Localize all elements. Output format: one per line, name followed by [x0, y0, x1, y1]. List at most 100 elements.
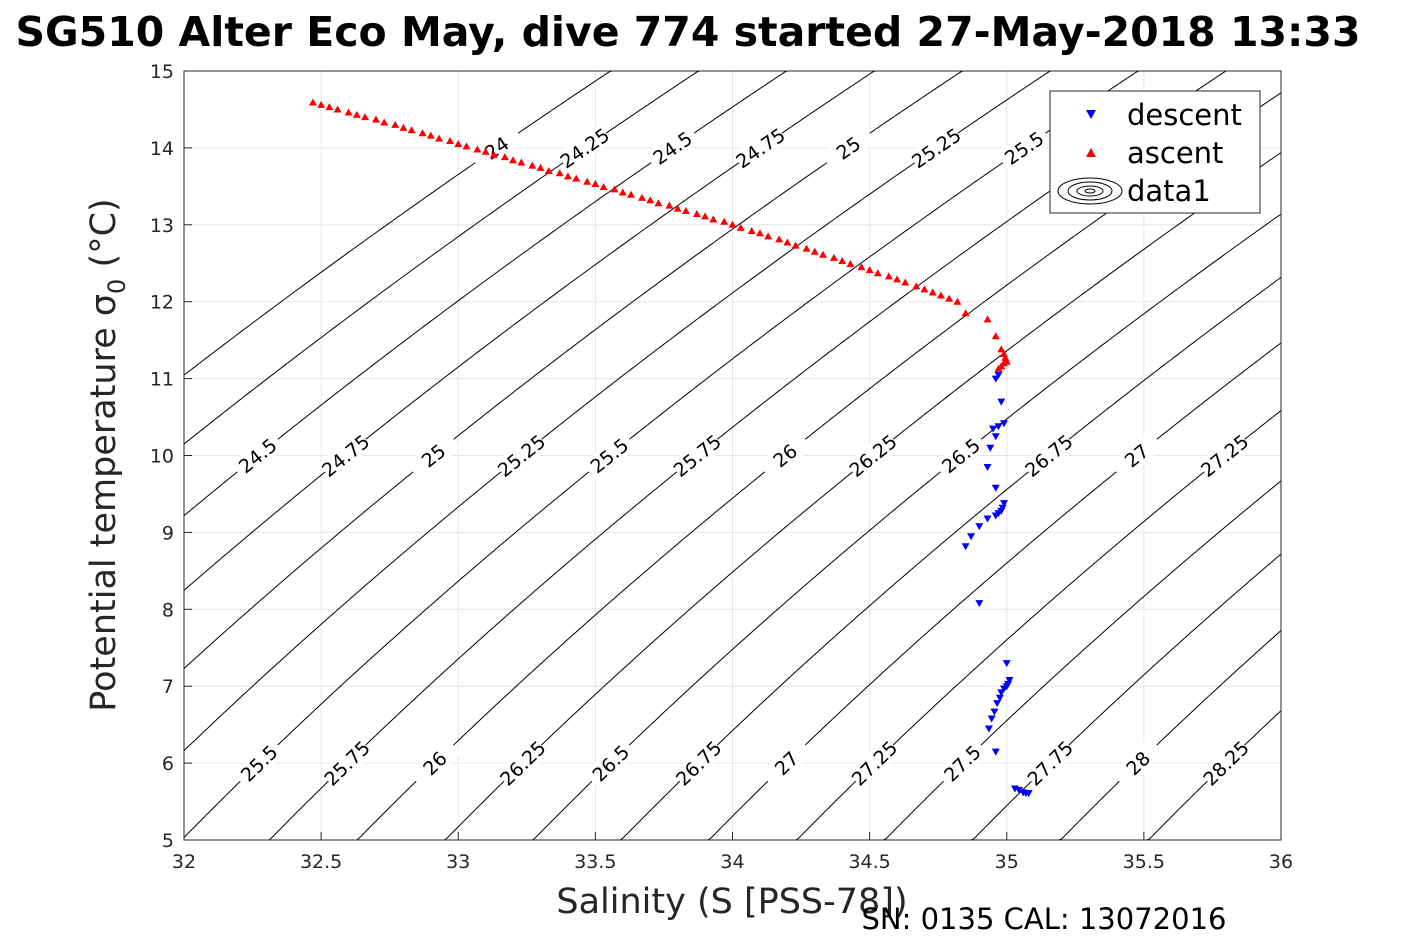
ascent-point	[802, 244, 811, 252]
ascent-point	[407, 126, 416, 134]
contour-label-background	[847, 737, 901, 790]
contour-label-background	[408, 737, 462, 790]
density-contours	[183, 70, 1282, 841]
contour-label-background	[732, 124, 789, 172]
descent-point	[993, 700, 1002, 708]
contour-label-background	[318, 430, 373, 481]
density-contour-line	[183, 70, 1142, 838]
ascent-point	[610, 185, 619, 193]
ascent-point	[829, 253, 838, 261]
descent-point	[1002, 660, 1011, 668]
ascent-point	[462, 142, 471, 150]
ascent-point	[901, 278, 910, 286]
descent-point	[983, 515, 992, 523]
ascent-point	[352, 110, 361, 118]
ascent-point	[563, 172, 572, 180]
ascent-point	[317, 100, 326, 108]
descent-point	[975, 600, 984, 608]
descent-point	[991, 748, 1000, 756]
descent-point	[1000, 500, 1009, 508]
legend-ascent-label: ascent	[1127, 136, 1223, 170]
ascent-point	[426, 131, 435, 139]
ascent-series	[308, 98, 1011, 372]
y-tick-label: 6	[162, 753, 174, 775]
contour-label-background	[820, 124, 876, 172]
ascent-point	[838, 256, 847, 264]
ascent-point	[764, 232, 773, 240]
ascent-point	[997, 345, 1006, 353]
contour-label-background	[496, 737, 550, 790]
ascent-point	[728, 220, 737, 228]
descent-point	[961, 543, 970, 551]
descent-point	[997, 398, 1006, 406]
ascent-point	[473, 145, 482, 153]
ascent-point	[391, 120, 400, 128]
contour-label-background	[996, 124, 1052, 172]
ascent-point	[509, 156, 518, 164]
legend-descent-label: descent	[1127, 98, 1242, 132]
y-tick-label: 5	[162, 830, 174, 852]
contour-label-background	[1023, 737, 1077, 790]
contour-label-background	[494, 430, 549, 481]
descent-point	[1024, 790, 1033, 798]
contour-label-background	[1021, 430, 1076, 481]
y-tick-label: 15	[150, 61, 174, 83]
descent-point	[1000, 420, 1009, 428]
descent-point	[991, 484, 1000, 492]
y-tick-label: 13	[150, 215, 174, 237]
contour-label-background	[1197, 430, 1252, 481]
x-axis-ticks: 32 32.5 33 33.5 34 34.5 35 35.5 36	[172, 832, 1293, 873]
ascent-point	[446, 136, 455, 144]
ascent-point	[599, 183, 608, 191]
ascent-point	[775, 235, 784, 243]
y-tick-label: 9	[162, 522, 174, 544]
y-axis-label: Potential temperature σ0 (°C)	[84, 198, 131, 711]
descent-series	[961, 371, 1033, 798]
contour-label-background	[845, 430, 901, 481]
descent-point	[987, 715, 996, 723]
ascent-point	[893, 275, 902, 283]
ascent-point	[544, 166, 553, 174]
y-tick-label: 8	[162, 599, 174, 621]
ascent-point	[500, 153, 509, 161]
contour-label-background	[469, 124, 525, 172]
x-tick-label: 35	[995, 851, 1019, 873]
ascent-point	[936, 291, 945, 299]
contour-label-background	[644, 124, 701, 172]
contour-label-background	[406, 430, 461, 481]
ascent-point	[819, 250, 828, 258]
x-axis-label: Salinity (S [PSS-78])	[556, 882, 907, 922]
x-tick-label: 33	[446, 851, 470, 873]
ascent-point	[681, 206, 690, 214]
ascent-point	[991, 332, 1000, 340]
ascent-point	[399, 123, 408, 131]
ascent-point	[454, 140, 463, 148]
y-axis-ticks: 5 6 7 8 9 10 11 12 13 14 15	[150, 61, 192, 852]
ascent-point	[846, 260, 855, 268]
ascent-point	[583, 177, 592, 185]
x-tick-label: 35.5	[1123, 851, 1165, 873]
chart-title: SG510 Alter Eco May, dive 774 started 27…	[16, 8, 1361, 56]
descent-point	[967, 533, 976, 541]
legend-descent-marker	[1086, 110, 1096, 119]
density-contour-line	[183, 70, 1054, 752]
contour-label-background	[1199, 737, 1253, 790]
contour-label-background	[1111, 737, 1165, 790]
ascent-point	[528, 161, 537, 169]
density-contour-line	[529, 213, 1282, 841]
ascent-point	[884, 272, 893, 280]
x-tick-label: 34	[720, 851, 744, 873]
ascent-point	[747, 226, 756, 234]
ascent-point	[665, 201, 674, 209]
ascent-point	[873, 269, 882, 277]
ascent-point	[489, 150, 498, 158]
ascent-point	[983, 315, 992, 323]
legend: descent ascent data1	[1049, 90, 1261, 214]
ascent-point	[701, 212, 710, 220]
contour-label-background	[669, 430, 725, 481]
y-tick-label: 12	[150, 292, 174, 314]
ascent-point	[810, 247, 819, 255]
descent-point	[1015, 787, 1024, 795]
ascent-point	[912, 282, 921, 290]
